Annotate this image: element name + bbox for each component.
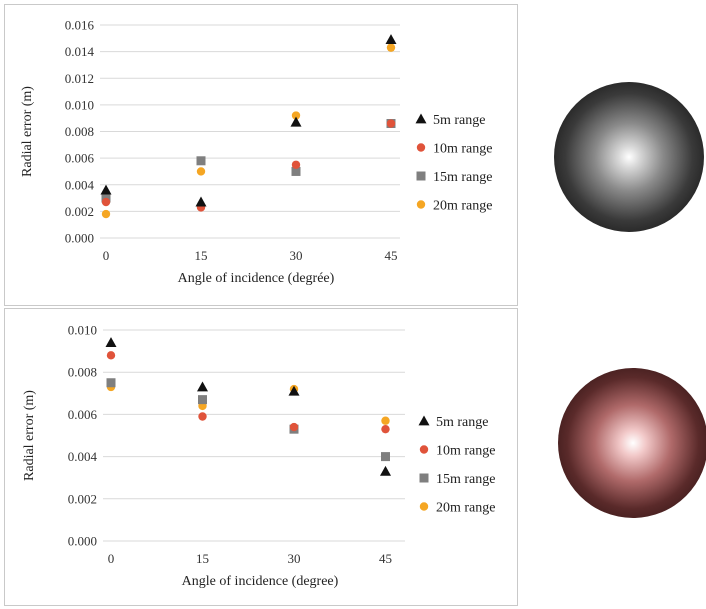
top-point-series3-2 — [291, 166, 301, 176]
bottom-x-tick-label-2: 30 — [288, 551, 301, 566]
top-y-tick-label-2: 0.004 — [65, 177, 95, 192]
top-legend-marker-1 — [415, 113, 427, 124]
bottom-y-axis-title: Radial error (m) — [22, 390, 37, 481]
bottom-y-tick-label-3: 0.006 — [68, 407, 98, 422]
top-point-series4-0 — [101, 209, 111, 219]
bottom-legend-marker-2 — [419, 445, 429, 454]
chart-panel-bottom: 0.000 0.002 0.004 0.006 0.008 0.010 0 15 30 45 Ang… — [4, 308, 518, 606]
top-legend-marker-3 — [416, 171, 426, 181]
bottom-legend-label-2: 10m range — [436, 444, 495, 459]
top-y-tick-label-0: 0.000 — [65, 231, 94, 246]
top-point-series1-0 — [100, 184, 112, 195]
bottom-y-tick-label-5: 0.010 — [68, 323, 97, 338]
bottom-x-tick-label-1: 15 — [196, 551, 209, 566]
bottom-point-series1-3 — [380, 465, 391, 476]
top-y-tick-label-3: 0.006 — [65, 151, 95, 166]
top-x-tick-label-1: 15 — [195, 248, 208, 263]
top-x-axis-title: Angle of incidence (degrée) — [178, 271, 335, 286]
top-y-tick-label-1: 0.002 — [65, 204, 94, 219]
top-point-series1-2 — [290, 116, 302, 127]
bottom-point-series2-1 — [198, 412, 207, 421]
bottom-legend-label-1: 5m range — [436, 415, 488, 430]
top-point-series4-3 — [386, 43, 396, 52]
bottom-point-series3-1 — [198, 395, 207, 405]
top-point-series2-3 — [386, 119, 396, 128]
bottom-point-series1-1 — [197, 381, 208, 392]
top-legend-label-2: 10m range — [433, 142, 492, 157]
top-point-series2-2 — [291, 160, 301, 169]
bottom-point-series2-3 — [381, 424, 390, 434]
top-legend-marker-4 — [416, 200, 426, 209]
top-legend-label-3: 15m range — [433, 170, 492, 185]
bottom-point-series3-3 — [381, 452, 390, 462]
top-x-tick-label-3: 45 — [385, 248, 398, 263]
bottom-point-series1-2 — [288, 385, 300, 396]
top-y-tick-label-8: 0.016 — [65, 18, 95, 33]
top-point-series4-1 — [196, 167, 206, 176]
red-sphere-image — [558, 368, 706, 518]
top-point-series2-0 — [101, 197, 111, 207]
bottom-point-series4-3 — [381, 416, 390, 425]
bottom-legend-marker-1 — [418, 415, 430, 426]
bottom-x-axis-title: Angle of incidence (degree) — [182, 574, 339, 589]
gray-sphere-image — [554, 82, 704, 232]
top-point-series4-2 — [291, 111, 301, 120]
top-y-tick-label-7: 0.014 — [65, 44, 95, 59]
bottom-y-tick-label-2: 0.004 — [68, 449, 98, 464]
top-y-tick-label-6: 0.012 — [65, 71, 94, 86]
top-legend-marker-2 — [416, 143, 426, 152]
radial-error-chart-top: 0.000 0.002 0.004 0.006 0.008 0.010 0.012 0.014… — [20, 18, 492, 287]
bottom-point-series2-2 — [289, 422, 299, 432]
top-point-series1-1 — [195, 196, 207, 207]
bottom-x-tick-label-0: 0 — [108, 551, 115, 566]
top-y-axis-title: Radial error (m) — [20, 86, 35, 177]
bottom-point-series3-0 — [106, 378, 116, 388]
top-legend-label-4: 20m range — [433, 199, 492, 214]
bottom-point-series1-0 — [105, 337, 117, 348]
bottom-y-tick-label-0: 0.000 — [68, 534, 97, 549]
bottom-y-tick-label-4: 0.008 — [68, 365, 97, 380]
bottom-legend-marker-3 — [419, 473, 429, 483]
top-x-tick-label-0: 0 — [103, 248, 110, 263]
bottom-legend-marker-4 — [419, 502, 429, 511]
top-legend-label-1: 5m range — [433, 113, 485, 128]
top-y-tick-label-5: 0.010 — [65, 97, 94, 112]
bottom-y-tick-label-1: 0.002 — [68, 491, 97, 506]
bottom-legend-label-3: 15m range — [436, 472, 495, 487]
radial-error-chart-bottom: 0.000 0.002 0.004 0.006 0.008 0.010 0 15 30 45 Ang… — [22, 323, 495, 590]
top-x-tick-label-2: 30 — [290, 248, 303, 263]
top-point-series3-1 — [196, 156, 206, 166]
top-point-series1-3 — [385, 34, 397, 45]
bottom-point-series2-0 — [106, 351, 116, 360]
bottom-x-tick-label-3: 45 — [379, 551, 392, 566]
bottom-legend-label-4: 20m range — [436, 501, 495, 516]
top-y-tick-label-4: 0.008 — [65, 124, 94, 139]
chart-panel-top: 0.000 0.002 0.004 0.006 0.008 0.010 0.012 0.014… — [4, 4, 518, 306]
